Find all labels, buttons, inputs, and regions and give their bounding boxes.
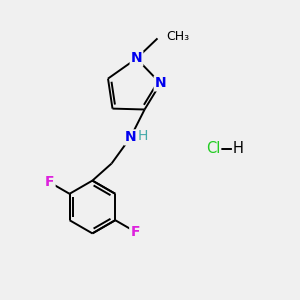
- Text: N: N: [131, 52, 142, 65]
- Text: F: F: [45, 176, 55, 189]
- Text: F: F: [130, 225, 140, 238]
- Text: Cl: Cl: [206, 141, 220, 156]
- Text: N: N: [155, 76, 166, 90]
- Text: N: N: [125, 130, 136, 144]
- Text: CH₃: CH₃: [167, 30, 190, 44]
- Text: H: H: [233, 141, 244, 156]
- Text: H: H: [138, 129, 148, 143]
